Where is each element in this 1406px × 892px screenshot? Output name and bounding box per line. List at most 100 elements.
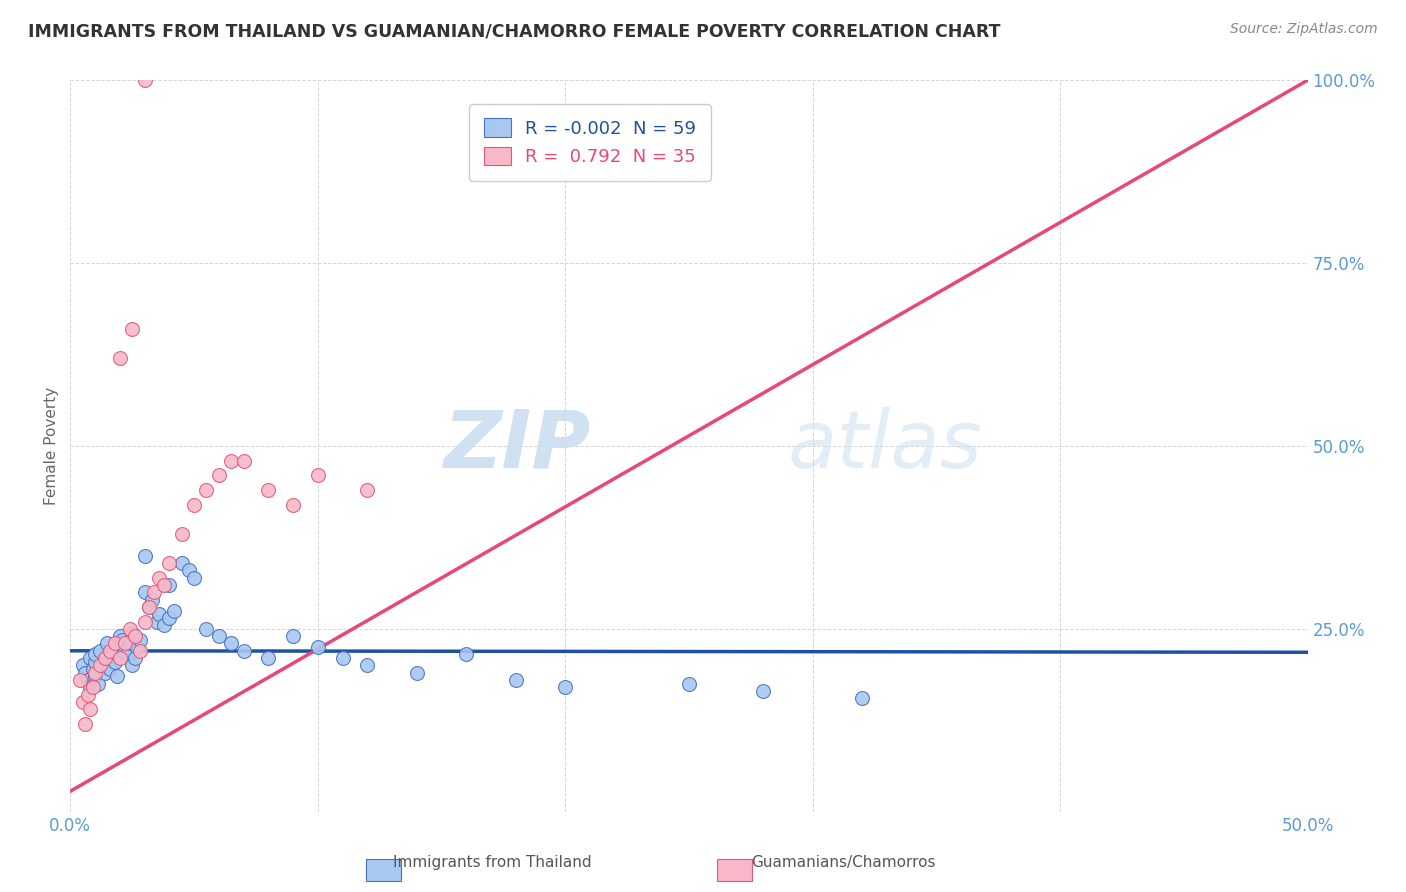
Point: [114, 636, 136, 650]
Point: [96, 651, 118, 665]
Point: [138, 599, 160, 614]
Point: [141, 592, 163, 607]
Point: [118, 636, 141, 650]
Point: [281, 629, 304, 643]
Text: Immigrants from Thailand: Immigrants from Thailand: [392, 855, 592, 870]
Point: [86, 676, 108, 690]
Point: [505, 673, 527, 687]
Text: Source: ZipAtlas.com: Source: ZipAtlas.com: [1230, 22, 1378, 37]
Point: [98, 662, 121, 676]
Point: [79, 702, 101, 716]
Point: [143, 585, 166, 599]
Point: [76, 688, 98, 702]
Point: [79, 681, 101, 695]
Point: [82, 662, 104, 676]
Point: [114, 644, 136, 658]
Point: [108, 351, 131, 366]
Point: [307, 640, 329, 655]
Point: [128, 644, 150, 658]
Point: [146, 615, 169, 629]
Point: [232, 453, 254, 467]
Point: [170, 556, 193, 570]
Point: [108, 651, 131, 665]
Point: [127, 640, 149, 655]
Point: [219, 453, 242, 467]
Point: [134, 615, 156, 629]
Point: [84, 665, 107, 680]
Point: [134, 549, 156, 563]
Point: [157, 578, 180, 592]
Point: [79, 651, 101, 665]
Point: [257, 651, 280, 665]
Point: [75, 717, 97, 731]
Point: [94, 651, 117, 665]
Point: [153, 578, 176, 592]
Point: [183, 498, 205, 512]
Point: [195, 483, 218, 497]
Point: [82, 681, 104, 695]
Point: [157, 556, 180, 570]
Point: [69, 673, 91, 687]
Text: atlas: atlas: [787, 407, 983, 485]
Point: [157, 611, 180, 625]
Point: [72, 695, 94, 709]
Point: [332, 651, 354, 665]
Point: [128, 632, 150, 647]
Point: [94, 665, 117, 680]
Point: [101, 648, 124, 662]
Text: ZIP: ZIP: [443, 407, 591, 485]
Point: [115, 648, 138, 662]
Point: [121, 625, 143, 640]
Point: [134, 73, 156, 87]
Point: [76, 673, 98, 687]
Point: [456, 648, 478, 662]
Point: [356, 658, 378, 673]
Point: [257, 483, 280, 497]
Y-axis label: Female Poverty: Female Poverty: [44, 387, 59, 505]
Point: [84, 669, 107, 683]
Point: [104, 655, 127, 669]
Point: [281, 498, 304, 512]
Point: [104, 636, 127, 650]
Point: [124, 629, 146, 643]
Point: [108, 629, 131, 643]
Point: [232, 644, 254, 658]
Text: Guamanians/Chamorros: Guamanians/Chamorros: [751, 855, 936, 870]
Point: [219, 636, 242, 650]
Point: [118, 622, 141, 636]
Point: [177, 563, 200, 577]
Point: [96, 636, 118, 650]
Point: [84, 648, 107, 662]
Point: [307, 468, 329, 483]
Point: [124, 651, 146, 665]
Point: [554, 681, 576, 695]
Point: [851, 691, 873, 706]
Point: [105, 669, 128, 683]
Point: [91, 658, 114, 673]
Point: [121, 322, 143, 336]
Point: [89, 644, 111, 658]
Point: [208, 629, 231, 643]
Point: [98, 644, 121, 658]
Point: [148, 607, 170, 622]
Point: [108, 640, 131, 655]
Point: [121, 658, 143, 673]
Point: [678, 676, 700, 690]
Point: [195, 622, 218, 636]
Point: [72, 658, 94, 673]
Point: [170, 526, 193, 541]
Point: [208, 468, 231, 483]
Point: [183, 571, 205, 585]
Point: [356, 483, 378, 497]
Point: [153, 618, 176, 632]
Point: [752, 684, 775, 698]
Point: [405, 665, 427, 680]
Point: [148, 571, 170, 585]
Point: [89, 658, 111, 673]
Legend: R = -0.002  N = 59, R =  0.792  N = 35: R = -0.002 N = 59, R = 0.792 N = 35: [470, 104, 710, 180]
Text: IMMIGRANTS FROM THAILAND VS GUAMANIAN/CHAMORRO FEMALE POVERTY CORRELATION CHART: IMMIGRANTS FROM THAILAND VS GUAMANIAN/CH…: [28, 22, 1001, 40]
Point: [111, 632, 134, 647]
Point: [138, 599, 160, 614]
Point: [75, 665, 97, 680]
Point: [134, 585, 156, 599]
